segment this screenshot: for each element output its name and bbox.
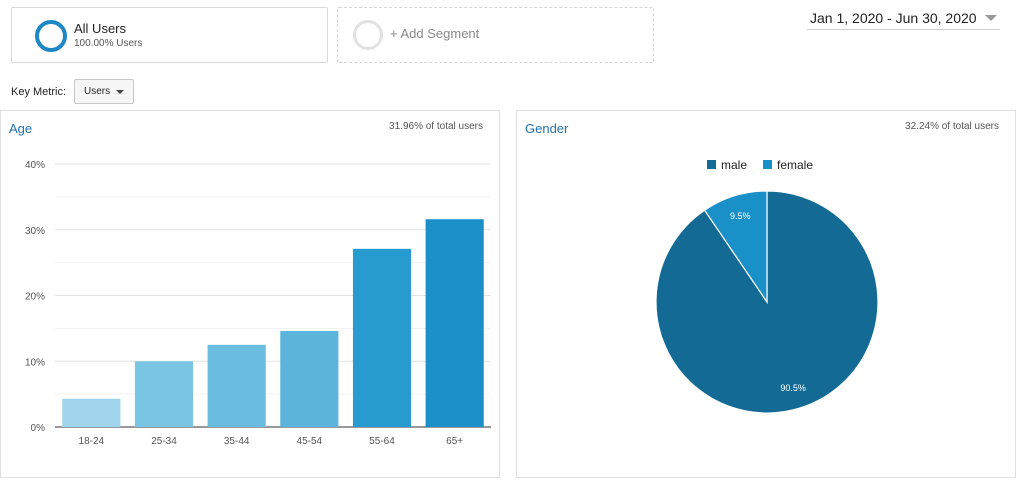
gender-pie-chart: male female 90.5% 9.5% [655,158,879,414]
bar-18-24 [62,398,121,427]
x-tick-label: 65+ [446,436,463,447]
bar-65+ [425,219,484,427]
key-metric-value: Users [84,86,111,97]
pie-label-male: 90.5% [780,383,806,393]
gender-total-note: 32.24% of total users [905,121,999,132]
bar-25-34 [134,361,194,427]
gender-chart-title: Gender [525,121,569,136]
y-tick-label: 0% [31,423,46,434]
bar-55-64 [352,248,412,427]
key-metric-label: Key Metric: [11,86,67,98]
x-tick-label: 35-44 [224,436,250,447]
y-tick-label: 40% [25,160,45,171]
gender-panel: Gender 32.24% of total users male female 9… [516,110,1016,478]
age-chart-title: Age [9,121,33,136]
dropdown-caret-icon [116,90,124,94]
date-range-picker[interactable]: Jan 1, 2020 - Jun 30, 2020 [807,8,1000,30]
x-tick-label: 45-54 [297,436,323,447]
segment-share: 100.00% Users [74,38,143,49]
y-tick-label: 20% [25,292,45,303]
empty-segment-ring-icon [353,20,383,50]
bar-45-54 [280,331,339,427]
key-metric-select[interactable]: Users [74,79,134,104]
x-tick-label: 25-34 [151,436,177,447]
add-segment-label: + Add Segment [390,26,480,41]
segment-ring-icon [35,20,67,52]
legend-label-female: female [777,158,813,172]
age-total-note: 31.96% of total users [389,121,483,132]
pie-slice-female [703,190,768,304]
legend-swatch-female [763,160,772,169]
legend-swatch-male [707,160,716,169]
date-range-text: Jan 1, 2020 - Jun 30, 2020 [810,10,977,26]
x-tick-label: 18-24 [79,436,105,447]
legend-label-male: male [721,158,747,172]
segment-all-users[interactable]: All Users 100.00% Users [11,7,328,63]
y-tick-label: 10% [25,357,45,368]
y-tick-label: 30% [25,226,45,237]
age-bar-chart: 0% 10% 20% 30% 40% 18-24 25-34 35-44 45-54 55-64 6… [25,160,491,447]
bar-35-44 [207,344,266,427]
add-segment-button[interactable]: + Add Segment [337,7,654,63]
segment-name: All Users [74,21,127,36]
pie-label-female: 9.5% [730,211,751,221]
chevron-down-icon [985,15,997,21]
x-tick-label: 55-64 [369,436,395,447]
age-panel: Age 31.96% of total users 0% 10% 20% 30% 40%… [0,110,500,478]
